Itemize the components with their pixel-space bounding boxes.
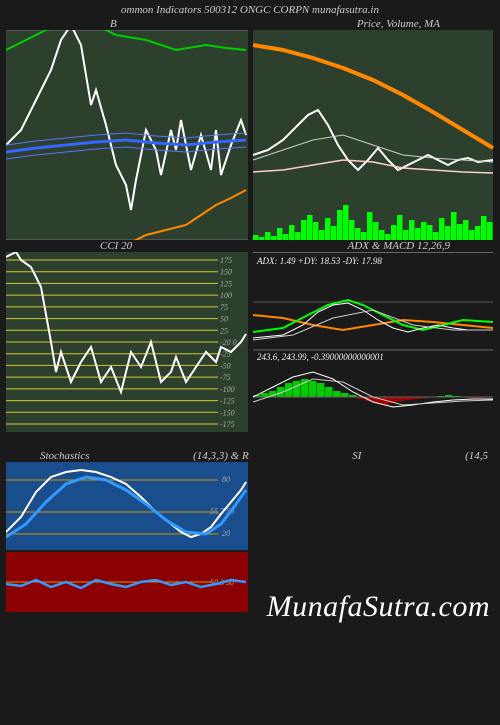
svg-text:125: 125 [220, 279, 232, 288]
svg-text:150: 150 [220, 268, 232, 277]
svg-text:50: 50 [220, 315, 228, 324]
svg-text:ADX: 1.49 +DY: 18.53 -DY: 17.9: ADX: 1.49 +DY: 18.53 -DY: 17.98 [256, 256, 382, 266]
page-title: ommon Indicators 500312 ONGC CORPN munaf… [0, 0, 500, 18]
svg-text:100: 100 [220, 291, 232, 300]
svg-text:20: 20 [222, 529, 230, 538]
chart-stoch: 8055.7 5020 [6, 462, 248, 550]
svg-text:-50: -50 [220, 361, 231, 370]
panel-title-price: Price, Volume, MA [357, 18, 440, 30]
chart-cci: 175150125100755025-20 0-25-50-75-100-125… [6, 252, 248, 432]
svg-text:-175: -175 [220, 420, 235, 429]
svg-text:75: 75 [220, 303, 228, 312]
stoch-label: Stochastics [40, 450, 90, 462]
watermark: MunafaSutra.com [267, 590, 490, 624]
svg-text:80: 80 [222, 475, 230, 484]
svg-text:-150: -150 [220, 408, 235, 417]
panel-title-cci: CCI 20 [100, 240, 132, 252]
svg-text:-100: -100 [220, 385, 235, 394]
chart-adx-macd: ADX: 1.49 +DY: 18.53 -DY: 17.98 243.6, 24… [252, 252, 494, 432]
chart-bb [6, 30, 248, 240]
panel-title-b: B [110, 18, 117, 30]
svg-text:-75: -75 [220, 373, 231, 382]
svg-text:25: 25 [220, 326, 228, 335]
svg-text:175: 175 [220, 256, 232, 265]
svg-text:-125: -125 [220, 397, 235, 406]
panel-title-adx: ADX & MACD 12,26,9 [348, 240, 450, 252]
svg-text:243.6, 243.99, -0.3900000000: 243.6, 243.99, -0.39000000000001 [257, 352, 384, 362]
rsi-params: (14,5 [465, 450, 488, 462]
chart-price [252, 30, 494, 240]
stoch-params: (14,3,3) & R [193, 450, 249, 462]
chart-rsi: 50.3 50 [6, 552, 248, 612]
svg-text:-20 0: -20 0 [220, 338, 237, 347]
rsi-label: SI [352, 450, 361, 462]
